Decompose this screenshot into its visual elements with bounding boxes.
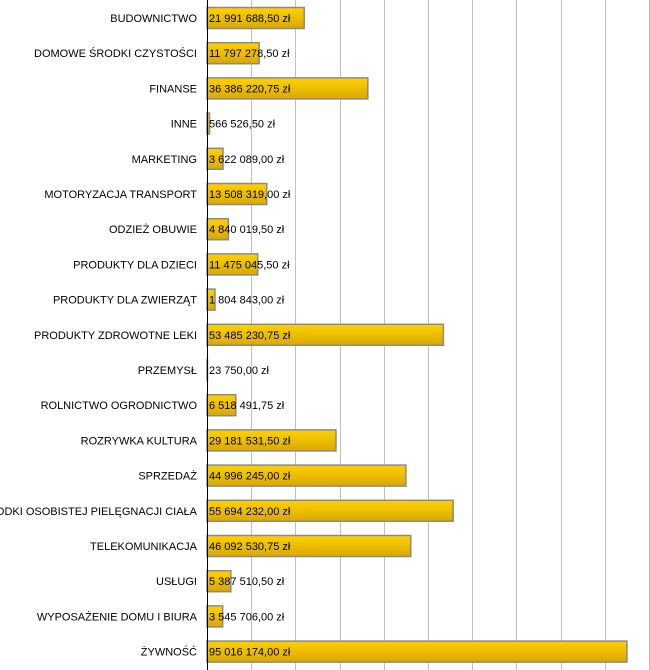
category-label: ŚRODKI OSOBISTEJ PIELĘGNACJI CIAŁA	[0, 505, 198, 518]
category-label: TELEKOMUNIKACJA	[90, 541, 198, 553]
category-label: ROLNICTWO OGRODNICTWO	[41, 400, 198, 412]
data-label: 6 518 491,75 zł	[209, 400, 285, 412]
data-label: 36 386 220,75 zł	[209, 83, 291, 95]
category-label: MOTORYZACJA TRANSPORT	[44, 189, 197, 201]
category-label: FINANSE	[149, 83, 197, 95]
data-label: 44 996 245,00 zł	[209, 471, 291, 483]
data-label: 5 387 510,50 zł	[209, 576, 285, 588]
data-label: 23 750,00 zł	[209, 365, 269, 377]
category-label: USŁUGI	[156, 576, 197, 588]
data-label: 53 485 230,75 zł	[209, 330, 291, 342]
data-label: 21 991 688,50 zł	[209, 13, 291, 25]
category-label: PRODUKTY ZDROWOTNE LEKI	[34, 330, 197, 342]
data-label: 1 804 843,00 zł	[209, 295, 285, 307]
category-label: INNE	[171, 119, 197, 131]
category-label: WYPOSAŻENIE DOMU I BIURA	[37, 610, 198, 623]
data-label: 3 622 089,00 zł	[209, 154, 285, 166]
category-label: SPRZEDAŻ	[138, 470, 197, 483]
data-label: 29 181 531,50 zł	[209, 435, 291, 447]
category-label: MARKETING	[132, 154, 197, 166]
category-label: ŻYWNOŚĆ	[141, 646, 197, 659]
category-label: PRZEMYSŁ	[138, 365, 197, 377]
data-label: 95 016 174,00 zł	[209, 647, 291, 659]
category-label: PRODUKTY DLA ZWIERZĄT	[53, 295, 197, 307]
data-label: 11 797 278,50 zł	[209, 48, 290, 60]
data-label: 13 508 319,00 zł	[209, 189, 291, 201]
data-label: 11 475 045,50 zł	[209, 259, 290, 271]
category-label: PRODUKTY DLA DZIECI	[73, 259, 197, 271]
data-label: 46 092 530,75 zł	[209, 541, 291, 553]
category-label: ROZRYWKA KULTURA	[81, 435, 198, 447]
data-label: 55 694 232,00 zł	[209, 506, 291, 518]
data-label: 566 526,50 zł	[209, 119, 276, 131]
category-label: BUDOWNICTWO	[110, 13, 197, 25]
data-label: 4 840 019,50 zł	[209, 224, 285, 236]
category-label: ODZIEŻ OBUWIE	[109, 223, 197, 236]
category-label: DOMOWE ŚRODKI CZYSTOŚCI	[34, 47, 197, 60]
data-label: 3 545 706,00 zł	[209, 611, 285, 623]
